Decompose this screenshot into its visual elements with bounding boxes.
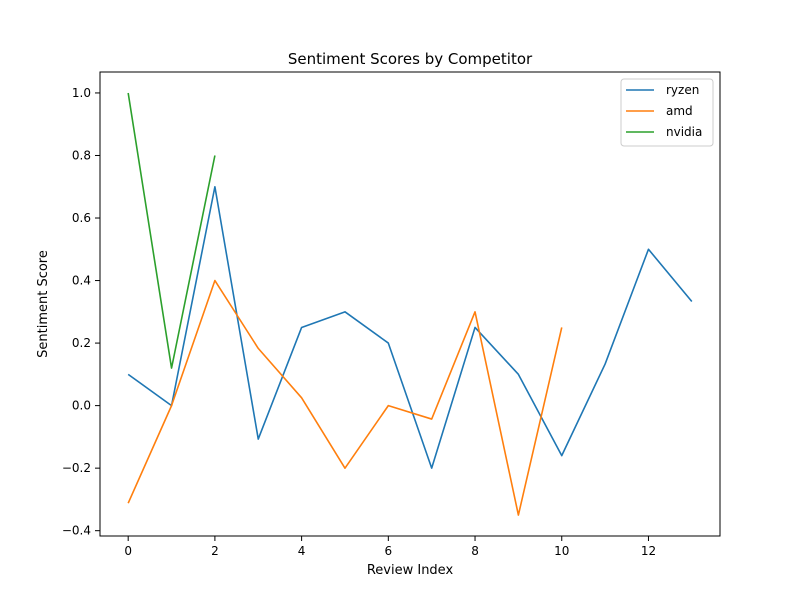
chart-title: Sentiment Scores by Competitor xyxy=(288,50,533,68)
y-tick-label: 1.0 xyxy=(72,86,91,100)
series-line-ryzen xyxy=(127,185,693,469)
x-tick-label: 6 xyxy=(385,544,393,558)
y-tick-label: 0.2 xyxy=(72,336,91,350)
y-tick-label: 0.0 xyxy=(72,399,91,413)
legend: ryzen amd nvidia xyxy=(620,78,714,147)
y-axis-label: Sentiment Score xyxy=(36,250,51,358)
x-tick-label: 8 xyxy=(471,544,479,558)
x-tick-label: 2 xyxy=(211,544,219,558)
y-tick-label: 0.4 xyxy=(72,274,91,288)
legend-label-amd: amd xyxy=(666,104,693,118)
y-axis-ticks: −0.4 −0.2 0.0 0.2 0.4 0.6 0.8 1.0 xyxy=(62,86,100,538)
series-line-nvidia xyxy=(127,92,216,369)
y-tick-label: 0.8 xyxy=(72,148,91,162)
y-tick-label: −0.4 xyxy=(62,524,91,538)
x-tick-label: 12 xyxy=(641,544,656,558)
x-tick-label: 10 xyxy=(554,544,569,558)
x-axis-ticks: 0 2 4 6 8 10 12 xyxy=(124,536,656,558)
y-tick-label: 0.6 xyxy=(72,211,91,225)
series-line-amd xyxy=(127,279,563,516)
x-axis-label: Review Index xyxy=(367,563,454,578)
legend-frame xyxy=(620,78,714,147)
x-tick-label: 0 xyxy=(124,544,132,558)
legend-label-ryzen: ryzen xyxy=(666,83,699,97)
legend-label-nvidia: nvidia xyxy=(666,125,702,139)
plot-area-frame xyxy=(99,71,721,537)
x-tick-label: 4 xyxy=(298,544,306,558)
series-lines xyxy=(127,92,693,516)
y-tick-label: −0.2 xyxy=(62,461,91,475)
